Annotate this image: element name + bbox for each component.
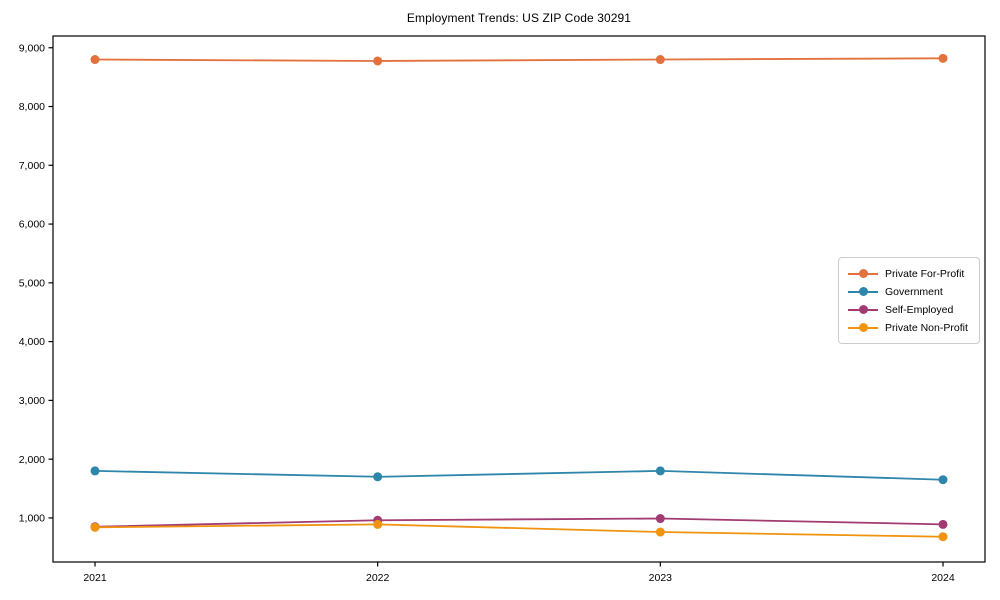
legend-marker-icon: [848, 287, 878, 296]
series-line-government: [94, 470, 944, 481]
data-point-private-non-profit-2024: [938, 532, 948, 542]
y-axis-tick-label: 5,000: [19, 277, 45, 289]
legend-item-government: Government: [848, 283, 971, 300]
data-point-private-non-profit-2021: [90, 522, 100, 532]
legend-item-private-for-profit: Private For-Profit: [848, 265, 971, 282]
legend-marker-icon: [848, 269, 878, 278]
data-point-private-non-profit-2023: [655, 527, 665, 537]
y-axis-tick-label: 6,000: [19, 219, 45, 231]
legend-label: Self-Employed: [885, 303, 954, 316]
data-point-private-for-profit-2022: [373, 56, 383, 66]
y-axis-tick-label: 2,000: [19, 454, 45, 466]
y-axis-tick-label: 4,000: [19, 336, 45, 348]
legend-marker-icon: [848, 323, 878, 332]
series-line-self-employed: [94, 517, 944, 528]
data-point-government-2024: [938, 475, 948, 485]
chart-title: Employment Trends: US ZIP Code 30291: [406, 11, 632, 25]
x-axis-tick-label: 2022: [366, 572, 390, 584]
data-point-government-2022: [373, 472, 383, 482]
x-axis-tick-label: 2023: [649, 572, 673, 584]
y-axis-tick-label: 3,000: [19, 395, 45, 407]
plot-frame: [52, 35, 986, 563]
chart-legend: Private For-Profit Government Self-Employe…: [838, 257, 980, 344]
legend-label: Government: [885, 285, 943, 298]
series-line-private-non-profit: [94, 523, 944, 538]
legend-marker-icon: [848, 305, 878, 314]
y-axis-tick-label: 8,000: [19, 101, 45, 113]
x-axis-tick-label: 2024: [931, 572, 955, 584]
data-point-private-for-profit-2021: [90, 55, 100, 65]
series-line-private-for-profit: [94, 57, 944, 62]
data-point-government-2021: [90, 466, 100, 476]
legend-label: Private Non-Profit: [885, 321, 968, 334]
y-axis-tick-label: 1,000: [19, 513, 45, 525]
legend-item-private-non-profit: Private Non-Profit: [848, 319, 971, 336]
data-point-private-for-profit-2023: [655, 55, 665, 65]
data-point-private-for-profit-2024: [938, 53, 948, 63]
data-point-private-non-profit-2022: [373, 519, 383, 529]
y-axis-tick-label: 9,000: [19, 42, 45, 54]
data-point-self-employed-2023: [655, 514, 665, 524]
data-point-self-employed-2024: [938, 519, 948, 529]
legend-item-self-employed: Self-Employed: [848, 301, 971, 318]
x-axis-tick-label: 2021: [83, 572, 107, 584]
legend-label: Private For-Profit: [885, 267, 965, 280]
data-point-government-2023: [655, 466, 665, 476]
y-axis-tick-label: 7,000: [19, 160, 45, 172]
